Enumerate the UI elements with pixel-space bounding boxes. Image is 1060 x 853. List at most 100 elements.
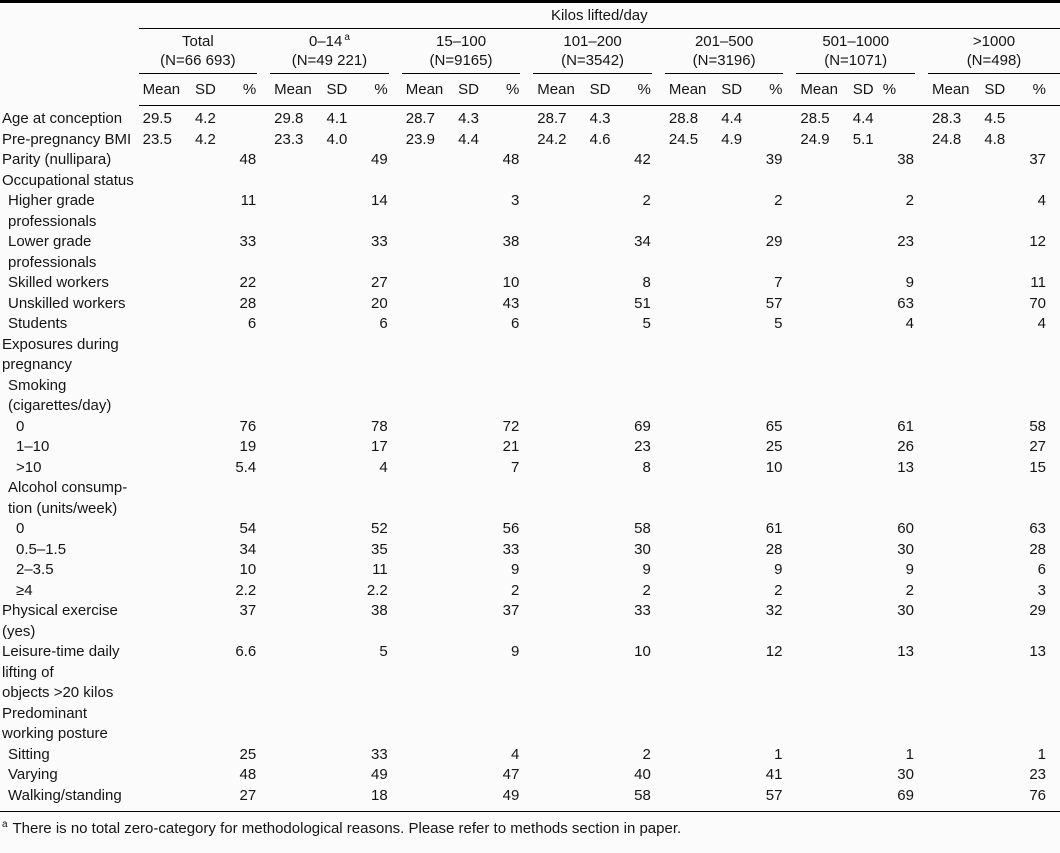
sd-cell xyxy=(712,745,751,766)
mean-cell xyxy=(270,150,317,171)
pct-cell: 2 xyxy=(642,192,651,209)
sd-cell xyxy=(712,314,751,335)
mean-cell: 23.3 xyxy=(274,130,304,148)
mean-cell xyxy=(402,540,449,561)
mean-cell xyxy=(270,314,317,335)
mean-cell xyxy=(665,437,712,458)
table-row: Alcohol consump- tion (units/week) xyxy=(0,478,1060,519)
pct-cell: 8 xyxy=(642,274,651,291)
mean-cell xyxy=(139,519,186,540)
sd-cell xyxy=(975,540,1014,561)
row-label: Alcohol consump- tion (units/week) xyxy=(8,479,128,517)
mean-cell xyxy=(139,601,186,642)
pct-cell: 3 xyxy=(1037,581,1046,599)
pct-cell: 18 xyxy=(356,785,402,812)
sd-cell: 5.1 xyxy=(852,130,874,148)
mean-cell xyxy=(928,458,975,479)
table-row: 1–10 19 17 21 23 25 26 27 xyxy=(0,437,1060,458)
pct-cell: 61 xyxy=(897,417,914,435)
section-spacer xyxy=(139,335,1060,376)
mean-cell xyxy=(665,642,712,704)
pct-cell: 27 xyxy=(371,274,388,291)
mean-cell xyxy=(533,294,580,315)
pct-cell: 7 xyxy=(510,458,520,476)
sd-cell xyxy=(186,642,225,704)
mean-cell: 24.8 xyxy=(931,130,962,148)
mean-cell xyxy=(665,745,712,766)
pct-cell: 14 xyxy=(371,192,388,209)
subheader-sd: SD xyxy=(185,74,225,106)
subheader-sd: SD xyxy=(975,74,1015,106)
pct-cell: 10 xyxy=(502,274,520,291)
sd-cell xyxy=(317,581,356,602)
pct-cell: 49 xyxy=(488,785,534,812)
row-label: Occupational status xyxy=(2,171,134,189)
spanner-row: Kilos lifted/day xyxy=(0,1,1060,29)
mean-cell xyxy=(138,785,186,812)
mean-cell xyxy=(796,273,843,294)
mean-cell: 28.5 xyxy=(800,110,830,127)
sd-cell: 4.9 xyxy=(721,130,743,148)
pct-cell: 27 xyxy=(224,785,271,812)
mean-cell xyxy=(139,540,186,561)
pct-cell: 5 xyxy=(774,315,783,332)
mean-cell xyxy=(665,519,712,540)
mean-cell xyxy=(270,458,317,479)
mean-cell xyxy=(402,519,449,540)
group-header: 501–1000 (N=1071) xyxy=(796,29,928,74)
table-row: Skilled workers 22 27 10 8 7 9 11 xyxy=(0,273,1060,294)
sd-cell xyxy=(712,458,751,479)
sd-cell xyxy=(581,417,620,438)
row-label: Predominant working posture xyxy=(2,704,108,743)
pct-cell: 30 xyxy=(897,540,914,558)
subheader-pct: % xyxy=(751,74,797,106)
pct-cell xyxy=(225,130,270,151)
sd-cell xyxy=(186,273,225,294)
mean-cell xyxy=(270,745,317,766)
pct-cell: 25 xyxy=(239,745,257,763)
pct-cell: 33 xyxy=(371,745,388,763)
mean-cell xyxy=(533,601,580,642)
mean-cell xyxy=(665,458,712,479)
mean-cell xyxy=(139,765,186,786)
sd-cell xyxy=(186,581,225,602)
pct-cell: 2 xyxy=(510,581,520,599)
mean-cell xyxy=(665,581,712,602)
pct-cell: 27 xyxy=(1029,438,1046,455)
sd-cell: 4.8 xyxy=(984,130,1006,148)
table-row: Walking/standing 27 18 49 58 57 69 76 xyxy=(0,785,1060,812)
sd-cell xyxy=(317,601,356,642)
sd-cell xyxy=(844,191,883,232)
pct-cell: 8 xyxy=(642,458,651,476)
row-label: Pre-pregnancy BMI xyxy=(2,130,132,148)
pct-cell: 9 xyxy=(774,561,783,578)
subheader-pct: % xyxy=(619,74,665,106)
mean-cell xyxy=(139,458,186,479)
mean-cell xyxy=(402,642,449,704)
sd-cell xyxy=(581,458,620,479)
pct-cell: 39 xyxy=(765,151,783,168)
mean-cell xyxy=(402,601,449,642)
pct-cell: 33 xyxy=(239,233,257,250)
sd-cell xyxy=(844,560,883,581)
subheader-pct: % xyxy=(1014,74,1060,106)
pct-cell: 38 xyxy=(502,233,520,250)
sd-cell xyxy=(975,601,1014,642)
pct-cell: 21 xyxy=(502,438,520,455)
row-label: Walking/standing xyxy=(0,785,139,812)
footnote: a There is no total zero-category for me… xyxy=(0,819,1060,839)
sd-cell xyxy=(317,560,356,581)
row-label: Leisure-time daily lifting of objects >2… xyxy=(2,643,120,701)
sd-cell xyxy=(449,601,488,642)
sd-cell xyxy=(975,273,1014,294)
row-label-spacer xyxy=(0,2,139,29)
mean-cell xyxy=(928,581,975,602)
mean-cell xyxy=(665,560,712,581)
pct-cell: 58 xyxy=(634,520,651,537)
sd-cell xyxy=(449,417,488,438)
pct-cell xyxy=(1014,106,1060,130)
subheader-mean: Mean xyxy=(796,74,844,106)
group-header: 0–14 a (N=49 221) xyxy=(270,29,402,74)
mean-cell xyxy=(665,232,712,273)
mean-cell: 28.7 xyxy=(537,110,567,127)
